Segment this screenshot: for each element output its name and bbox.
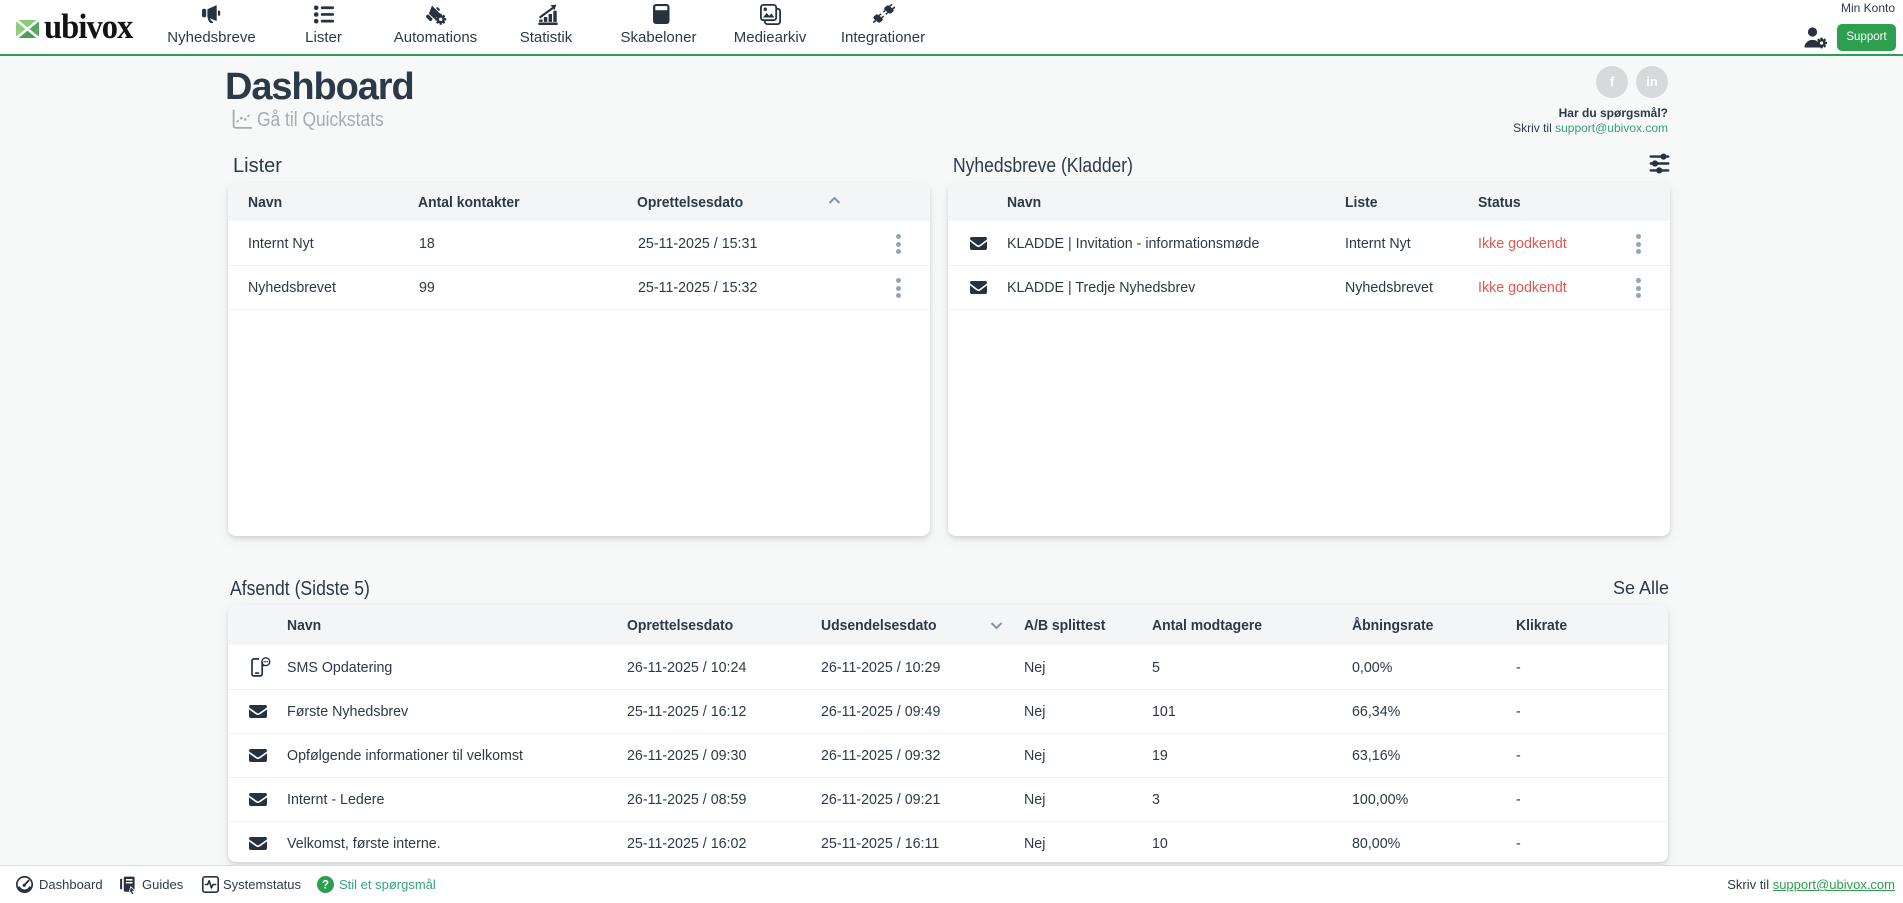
svg-text:?: ? (322, 880, 329, 892)
